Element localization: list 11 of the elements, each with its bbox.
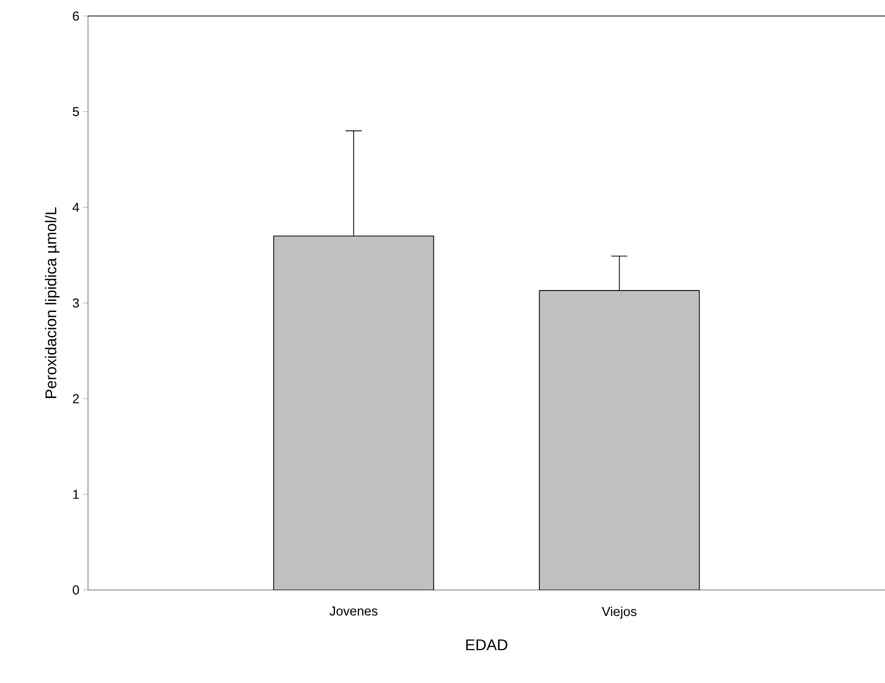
y-tick-label: 4 — [72, 202, 80, 212]
y-tick-label: 3 — [72, 298, 79, 308]
x-axis-title: EDAD — [466, 639, 508, 650]
x-tick-label: Jovenes — [330, 606, 378, 616]
y-tick-label: 5 — [72, 107, 79, 116]
x-tick-label: Viejos — [602, 606, 636, 619]
y-tick-label: 6 — [72, 11, 79, 21]
y-tick-label: 2 — [72, 394, 79, 404]
y-tick-label: 0 — [72, 585, 79, 595]
y-axis-title: Peroxidacion lipidica µmol/L — [44, 207, 60, 398]
y-tick-label: 1 — [73, 490, 79, 499]
